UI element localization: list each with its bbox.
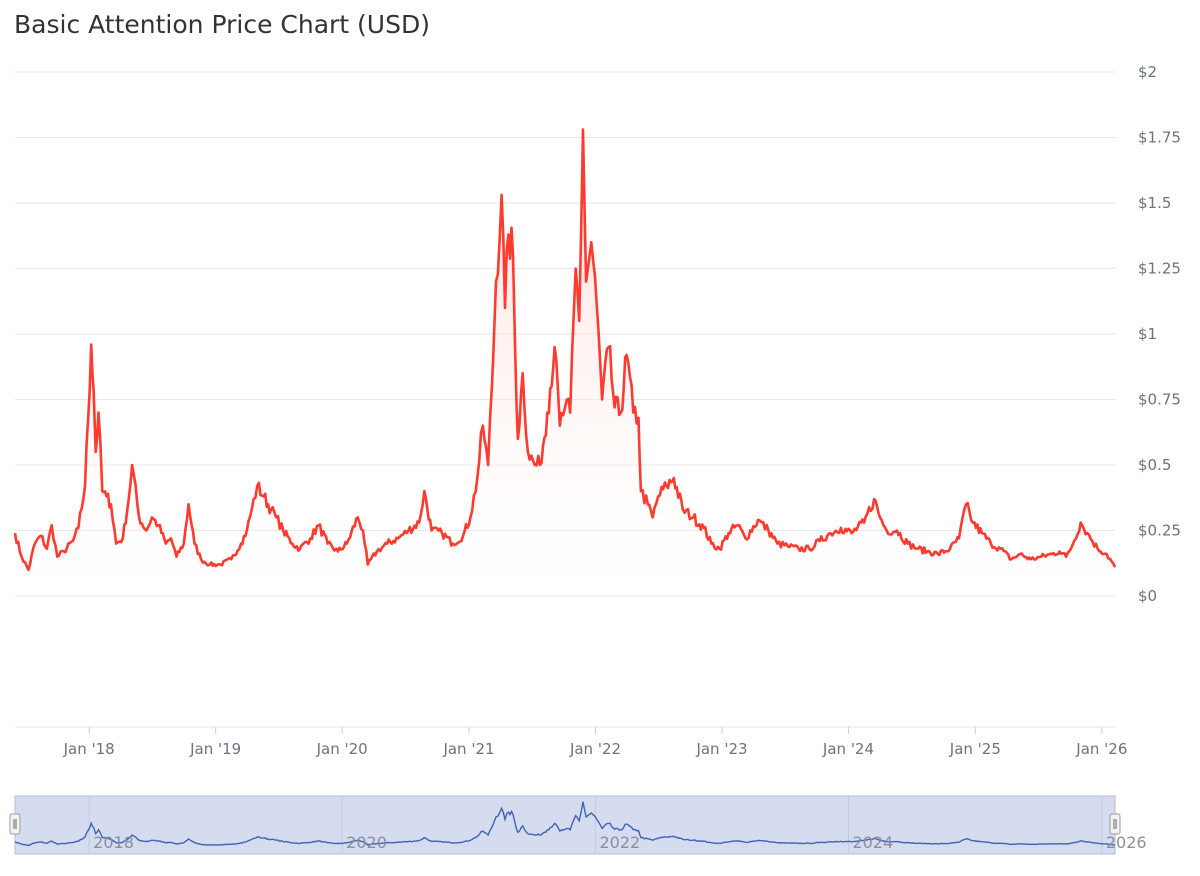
navigator-left-handle[interactable] xyxy=(9,813,21,835)
y-axis-labels: $0 $0.25 $0.5 $0.75 $1 $1.25 $1.5 $1.75 $2 xyxy=(1138,63,1181,605)
x-tick-label: Jan '18 xyxy=(63,740,115,758)
y-tick-label: $0.25 xyxy=(1138,522,1181,540)
grid-lines xyxy=(15,71,1115,728)
price-line xyxy=(13,128,1117,572)
x-tick-label: Jan '20 xyxy=(316,740,368,758)
navigator-year-label: 2024 xyxy=(852,833,893,852)
navigator-labels: 2018 2020 2022 2024 2026 xyxy=(93,833,1146,852)
navigator-selection[interactable] xyxy=(14,795,1116,855)
y-tick-label: $0.75 xyxy=(1138,391,1181,409)
x-tick-label: Jan '21 xyxy=(442,740,494,758)
y-tick-label: $1.5 xyxy=(1138,194,1171,212)
navigator-right-handle[interactable] xyxy=(1109,813,1121,835)
price-area xyxy=(15,129,1115,596)
x-axis-labels: Jan '18 Jan '19 Jan '20 Jan '21 Jan '22 Jan '… xyxy=(63,727,1127,758)
x-tick-label: Jan '19 xyxy=(189,740,241,758)
x-tick-label: Jan '22 xyxy=(569,740,621,758)
range-navigator[interactable]: 2018 2020 2022 2024 2026 xyxy=(9,795,1147,855)
y-tick-label: $2 xyxy=(1138,63,1157,81)
y-tick-label: $0 xyxy=(1138,587,1157,605)
x-tick-label: Jan '24 xyxy=(822,740,874,758)
y-tick-label: $0.5 xyxy=(1138,456,1171,474)
x-tick-label: Jan '25 xyxy=(949,740,1001,758)
x-tick-label: Jan '26 xyxy=(1075,740,1127,758)
y-tick-label: $1 xyxy=(1138,325,1157,343)
navigator-year-label: 2022 xyxy=(599,833,640,852)
navigator-grid xyxy=(88,796,1103,854)
navigator-year-label: 2018 xyxy=(93,833,134,852)
y-tick-label: $1.75 xyxy=(1138,129,1181,147)
navigator-year-label: 2020 xyxy=(346,833,387,852)
y-tick-label: $1.25 xyxy=(1138,260,1181,278)
navigator-year-label: 2026 xyxy=(1106,833,1147,852)
x-tick-label: Jan '23 xyxy=(695,740,747,758)
navigator-series-line xyxy=(14,801,1116,847)
chart-title: Basic Attention Price Chart (USD) xyxy=(14,10,430,39)
